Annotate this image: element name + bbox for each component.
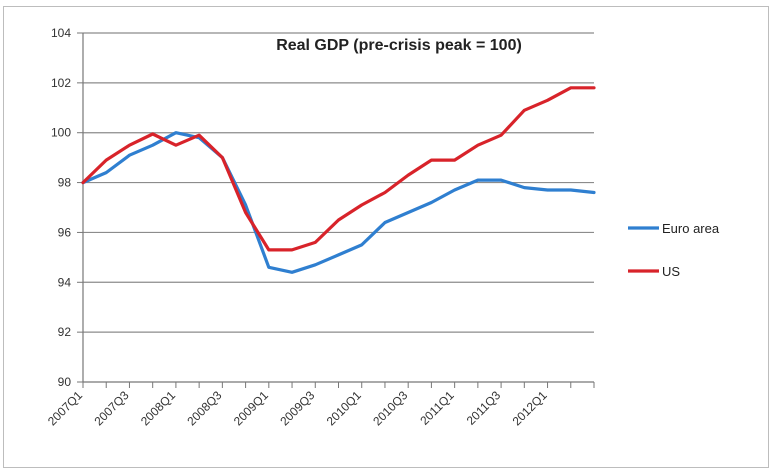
x-axis-ticks: 2007Q1 2007Q3 2008Q1 2008Q3 2009Q1 2009Q3 2010… bbox=[45, 382, 595, 428]
x-tick-label-2009Q3: 2009Q3 bbox=[277, 388, 317, 428]
y-tick-label-94: 94 bbox=[58, 275, 72, 289]
x-tick-label-2010Q3: 2010Q3 bbox=[370, 388, 410, 428]
y-tick-label-102: 102 bbox=[51, 76, 71, 90]
y-tick-label-104: 104 bbox=[51, 26, 71, 40]
x-tick-label-2008Q3: 2008Q3 bbox=[184, 388, 224, 428]
x-tick-label-2007Q1: 2007Q1 bbox=[45, 388, 85, 428]
x-tick-label-2007Q3: 2007Q3 bbox=[91, 388, 131, 428]
y-tick-label-98: 98 bbox=[58, 176, 72, 190]
x-tick-label-2011Q3: 2011Q3 bbox=[464, 388, 504, 428]
x-tick-label-2008Q1: 2008Q1 bbox=[138, 388, 178, 428]
y-tick-label-100: 100 bbox=[51, 126, 71, 140]
series-line-euro-area bbox=[81, 131, 596, 274]
legend-label-us: US bbox=[662, 264, 680, 279]
y-tick-label-92: 92 bbox=[58, 325, 72, 339]
x-tick-label-2011Q1: 2011Q1 bbox=[417, 388, 457, 428]
series-line-us bbox=[81, 86, 596, 252]
x-tick-label-2009Q1: 2009Q1 bbox=[231, 388, 271, 428]
y-axis-ticks: 90 92 94 96 98 100 102 104 bbox=[51, 26, 83, 389]
legend: Euro area US bbox=[628, 221, 720, 279]
gridlines bbox=[83, 32, 594, 333]
x-tick-label-2012Q1: 2012Q1 bbox=[510, 388, 550, 428]
series-lines bbox=[81, 86, 596, 274]
x-tick-label-2010Q1: 2010Q1 bbox=[324, 388, 364, 428]
axes bbox=[82, 33, 594, 383]
chart-title: Real GDP (pre-crisis peak = 100) bbox=[276, 37, 522, 54]
legend-label-euro-area: Euro area bbox=[662, 221, 720, 236]
y-tick-label-96: 96 bbox=[58, 225, 72, 239]
y-tick-label-90: 90 bbox=[58, 375, 72, 389]
chart-frame: 90 92 94 96 98 100 102 104 2007Q1 2007Q3 2008Q1 20… bbox=[3, 6, 769, 468]
